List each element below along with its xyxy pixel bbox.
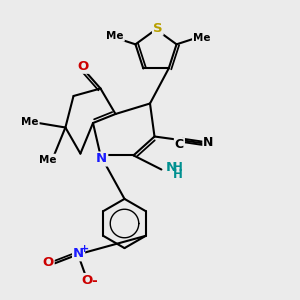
Text: Me: Me bbox=[193, 33, 210, 43]
Text: H: H bbox=[173, 168, 183, 182]
Text: +: + bbox=[80, 244, 89, 254]
Text: Me: Me bbox=[106, 31, 124, 41]
Text: O: O bbox=[78, 60, 89, 73]
Text: Me: Me bbox=[21, 117, 39, 127]
Text: O: O bbox=[42, 256, 54, 269]
Text: S: S bbox=[153, 22, 163, 35]
Text: -: - bbox=[91, 274, 97, 287]
Text: N: N bbox=[165, 161, 177, 174]
Text: Me: Me bbox=[39, 154, 56, 165]
Text: O: O bbox=[81, 274, 93, 287]
Text: N: N bbox=[96, 152, 107, 166]
Text: H: H bbox=[173, 161, 183, 174]
Text: C: C bbox=[175, 138, 184, 152]
Text: N: N bbox=[203, 136, 214, 149]
Text: N: N bbox=[73, 247, 84, 260]
